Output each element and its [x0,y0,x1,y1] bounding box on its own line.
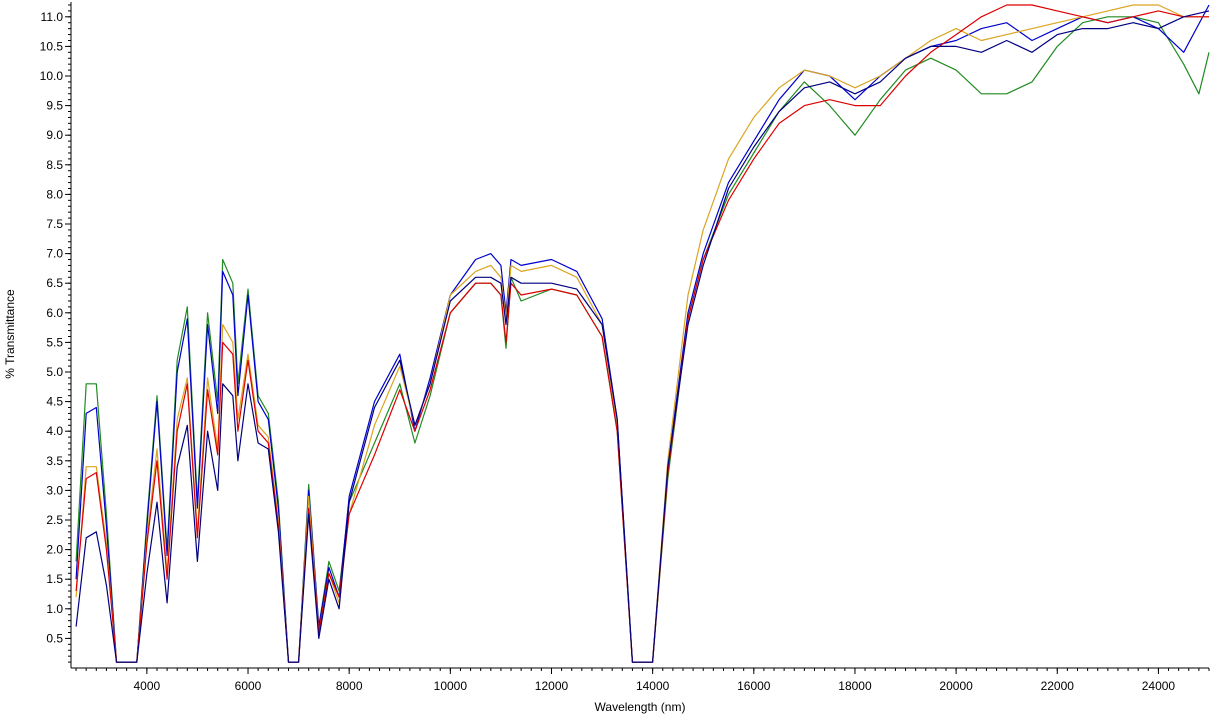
y-tick-label: 9.5 [46,99,63,113]
x-tick-label: 16000 [737,679,771,693]
y-tick-label: 5.5 [46,335,63,349]
y-tick-label: 2.5 [46,513,63,527]
x-tick-label: 4000 [134,679,161,693]
x-tick-label: 10000 [434,679,468,693]
x-tick-label: 6000 [235,679,262,693]
y-tick-label: 6.0 [46,306,63,320]
y-tick-label: 1.0 [46,602,63,616]
series-layer [75,4,1210,663]
y-tick-label: 7.5 [46,217,63,231]
y-tick-label: 3.0 [46,483,63,497]
x-tick-label: 14000 [636,679,670,693]
y-tick-label: 10.5 [40,39,64,53]
x-tick-label: 24000 [1142,679,1176,693]
y-tick-label: 1.5 [46,572,63,586]
y-tick-label: 0.5 [46,631,63,645]
x-tick-label: 8000 [336,679,363,693]
axes-layer: 4000 6000 8000 10000 12000 14000 16000 18000 200… [40,2,1210,693]
x-tick-label: 12000 [535,679,569,693]
y-tick-label: 4.0 [46,424,63,438]
y-tick-label: 2.0 [46,543,63,557]
series-line-5 [75,10,1210,663]
y-tick-label: 8.0 [46,187,63,201]
y-tick-label: 4.5 [46,395,63,409]
y-tick-label: 7.0 [46,247,63,261]
y-tick-label: 5.0 [46,365,63,379]
y-axis-title: % Transmittance [3,289,17,379]
series-line-4 [75,4,1209,663]
x-tick-label: 18000 [838,679,872,693]
y-tick-label: 10.0 [40,69,64,83]
x-tick-label: 22000 [1041,679,1075,693]
y-tick-label: 3.5 [46,454,63,468]
y-tick-label: 6.5 [46,276,63,290]
x-tick-label: 20000 [939,679,973,693]
y-tick-label: 11.0 [41,10,64,24]
y-tick-label: 9.0 [46,128,63,142]
y-tick-label: 8.5 [46,158,63,172]
x-axis-title: Wavelength (nm) [595,700,686,714]
